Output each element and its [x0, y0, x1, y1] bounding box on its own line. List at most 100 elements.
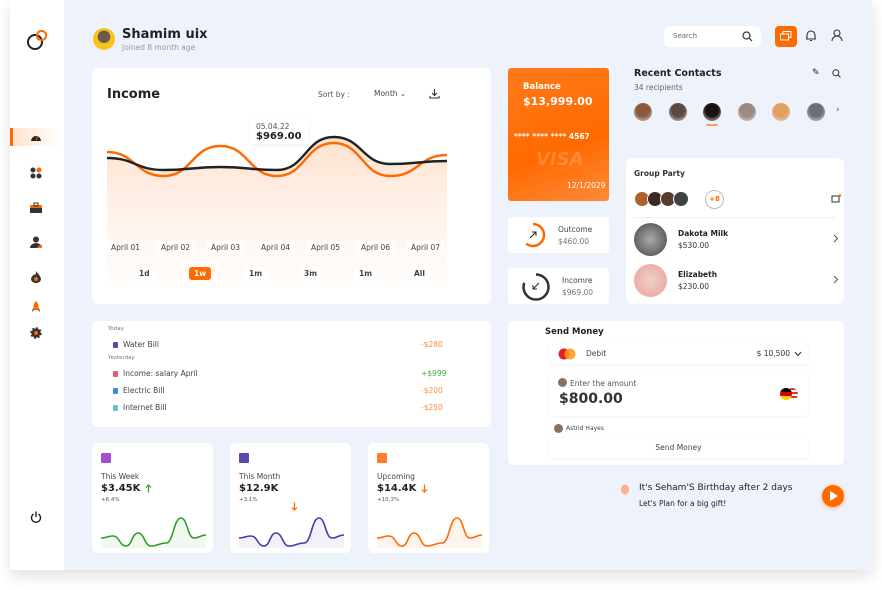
member-row[interactable]: Elizabeth $230.00	[626, 264, 844, 300]
play-button[interactable]	[822, 485, 844, 507]
income-label: Incomre	[562, 276, 593, 285]
contact-avatar[interactable]	[806, 103, 825, 121]
member-row[interactable]: Dakota Milk $530.00	[626, 223, 844, 259]
date-label: April 07	[406, 241, 446, 254]
search-contacts-icon[interactable]	[832, 69, 841, 78]
calendar-icon	[101, 453, 111, 463]
card-type: Debit	[586, 349, 607, 358]
balance-card[interactable]: Balance $13,999.00 **** **** **** 4567 V…	[508, 68, 609, 201]
transaction-row[interactable]: Electric Bill -$200	[92, 385, 491, 399]
stat-sparkline	[101, 517, 207, 548]
stat-sparkline	[377, 517, 483, 548]
apps-icon[interactable]	[30, 167, 42, 179]
arrow-up-right-icon	[529, 231, 537, 239]
transaction-row[interactable]: Water Bill -$280	[92, 339, 491, 353]
sort-value: Month	[374, 89, 398, 98]
stat-value: $3.45K	[101, 483, 141, 494]
rocket-icon[interactable]	[30, 301, 42, 313]
chevron-right-icon	[833, 275, 839, 284]
group-label: Yesterday	[108, 355, 135, 361]
group-party-card: Group Party +8 Dakota Milk $530.00 Elizabe…	[626, 158, 844, 304]
calendar-icon	[377, 453, 387, 463]
birthday-subtitle: Let's Plan for a big gift!	[639, 499, 727, 508]
stat-change: +10.3%	[377, 497, 400, 503]
stat-card[interactable]: This Month $12.9K +3.1%	[230, 443, 351, 553]
transaction-row[interactable]: Income: salary April +$999	[92, 368, 491, 382]
download-icon[interactable]	[429, 88, 440, 99]
date-label: April 04	[256, 241, 296, 254]
income-summary-card[interactable]: Incomre $969.00	[508, 268, 609, 304]
transaction-row[interactable]: Internet Bill -$250	[92, 402, 491, 416]
profile-icon[interactable]	[831, 29, 843, 42]
stat-card[interactable]: Upcoming $14.4K +10.3%	[368, 443, 489, 553]
range-4[interactable]: 1m	[354, 267, 378, 280]
more-members-badge[interactable]: +8	[705, 190, 724, 209]
transaction-name: Water Bill	[123, 340, 159, 349]
sidebar	[10, 0, 64, 570]
avatar[interactable]	[93, 28, 115, 50]
income-card: Income Sort by : Month ⌄ 05.04.22 $969.0…	[92, 68, 491, 304]
date-label: April 05	[306, 241, 346, 254]
chart-area-fill	[107, 137, 447, 283]
transaction-icon	[113, 388, 118, 394]
send-money-card: Send Money Debit $ 10,500 Enter the amou…	[508, 321, 844, 465]
chevron-down-icon	[794, 351, 802, 356]
recipient-avatar	[554, 424, 563, 433]
contacts-next-chevron[interactable]: ›	[836, 105, 840, 115]
range-5[interactable]: All	[409, 267, 430, 280]
messages-button[interactable]	[775, 26, 797, 47]
search-icon	[742, 31, 753, 42]
power-icon[interactable]	[30, 511, 42, 523]
contact-avatar[interactable]	[703, 103, 721, 121]
de-flag-icon[interactable]	[780, 388, 792, 400]
range-2[interactable]: 1m	[244, 267, 268, 280]
search-input[interactable]: Search	[664, 26, 761, 47]
chart-tooltip: 05.04.22 $969.00	[249, 120, 309, 144]
contact-avatar[interactable]	[772, 103, 790, 121]
settings-icon[interactable]	[30, 327, 42, 339]
range-0[interactable]: 1d	[134, 267, 155, 280]
tooltip-date: 05.04.22	[256, 122, 290, 131]
bell-icon[interactable]	[805, 29, 817, 42]
card-select[interactable]: Debit $ 10,500	[549, 344, 808, 364]
user-icon[interactable]	[30, 236, 42, 248]
stat-change: +6.4%	[101, 497, 120, 503]
sort-dropdown[interactable]: Month ⌄	[374, 89, 406, 98]
stat-value-row: $3.45K	[101, 483, 152, 494]
transaction-icon	[113, 371, 118, 377]
recipients-count: 34 recipients	[634, 83, 683, 92]
chevron-right-icon	[833, 234, 839, 243]
divider	[634, 217, 836, 218]
income-progress-ring	[522, 273, 550, 301]
balance-label: Balance	[523, 82, 561, 92]
trend-down-icon	[421, 484, 428, 493]
chevron-down-icon: ⌄	[399, 89, 407, 98]
contact-avatar[interactable]	[668, 103, 687, 121]
outcome-amount: $460.00	[558, 237, 590, 246]
user-name: Shamim uix	[122, 27, 208, 42]
visa-logo: VISA	[536, 149, 584, 170]
transaction-icon	[113, 342, 118, 348]
stat-sparkline	[239, 517, 345, 548]
tooltip-value: $969.00	[256, 131, 302, 142]
contact-avatar[interactable]	[634, 103, 652, 121]
stat-card[interactable]: This Week $3.45K +6.4%	[92, 443, 213, 553]
stat-change: +3.1%	[239, 497, 258, 503]
send-money-button[interactable]: Send Money	[549, 438, 808, 458]
group-member-avatar[interactable]	[673, 191, 689, 207]
series-line-0	[107, 141, 447, 178]
outcome-progress-ring	[520, 222, 546, 248]
fire-icon[interactable]	[30, 271, 42, 283]
outcome-card[interactable]: Outcome $460.00	[508, 217, 609, 253]
edit-icon[interactable]: ✎	[812, 68, 820, 78]
outcome-label: Outcome	[558, 225, 593, 234]
chat-notification-icon[interactable]	[831, 194, 841, 204]
income-title: Income	[107, 87, 161, 102]
range-1[interactable]: 1w	[189, 267, 212, 280]
range-3[interactable]: 3m	[299, 267, 323, 280]
briefcase-icon[interactable]	[30, 202, 42, 214]
sidebar-item-dashboard[interactable]	[10, 128, 60, 146]
dashboard-icon	[31, 135, 41, 141]
amount-input[interactable]: Enter the amount $800.00	[549, 371, 808, 416]
contact-avatar[interactable]	[737, 103, 756, 121]
